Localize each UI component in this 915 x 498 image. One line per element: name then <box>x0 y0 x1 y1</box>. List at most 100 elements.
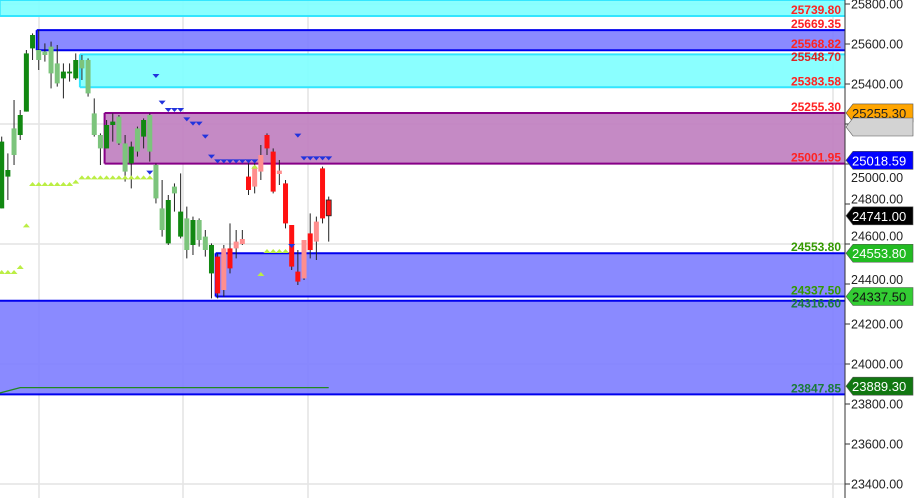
candle-body <box>141 120 147 137</box>
level-label: 23847.85 <box>791 381 841 395</box>
candle-body <box>165 200 171 244</box>
signal-markers <box>0 74 333 276</box>
candle-body <box>128 146 134 164</box>
candle-body <box>184 218 190 250</box>
candle-body <box>190 220 196 245</box>
candle-body <box>54 63 60 84</box>
candle-body <box>48 46 54 74</box>
candle-body <box>30 35 36 49</box>
candle-body <box>307 233 313 250</box>
zone-1 <box>36 30 846 51</box>
buy-arrow-icon <box>10 270 18 274</box>
level-label: 25739.80 <box>791 3 841 17</box>
level-label: 25383.58 <box>791 74 841 88</box>
trend-line <box>0 386 329 394</box>
candle-body <box>147 115 153 152</box>
sell-arrow-icon <box>195 121 203 126</box>
buy-arrow-icon <box>140 175 148 180</box>
zones <box>0 0 846 396</box>
price-tag <box>845 150 914 170</box>
sell-arrow-icon <box>164 108 172 112</box>
candle-body <box>313 221 319 242</box>
axis-tick-label: 23800.00 <box>851 398 903 412</box>
candle-body <box>233 241 239 249</box>
buy-arrow-icon <box>127 175 135 180</box>
level-label: 25568.82 <box>791 37 841 51</box>
price-tags: 25255.30 25018.59 24741.00 24553.80 24337.50… <box>845 103 914 396</box>
price-tag-label: 23889.30 <box>852 379 906 394</box>
candle-body <box>215 256 221 294</box>
sell-arrow-icon <box>152 74 160 78</box>
sell-arrow-icon <box>170 108 178 112</box>
axis-tick-label: 24200.00 <box>851 318 903 332</box>
sell-arrow-icon <box>245 159 252 164</box>
candle-body <box>258 155 264 172</box>
candle-body <box>17 115 23 135</box>
buy-arrow-icon <box>263 249 271 253</box>
candle-body <box>73 60 79 79</box>
candle-body <box>0 141 5 209</box>
buy-arrow-icon <box>133 175 141 180</box>
candle-body <box>270 151 276 192</box>
buy-arrow-icon <box>84 175 92 180</box>
price-tag-label: 25018.59 <box>852 153 906 168</box>
candle-body <box>23 53 29 112</box>
buy-arrow-icon <box>66 182 74 186</box>
buy-arrow-icon <box>22 223 30 228</box>
axis-tick-label: 25800.00 <box>851 0 903 12</box>
candle-body <box>202 236 208 250</box>
candle-body <box>97 135 103 149</box>
zone-2 <box>79 54 845 88</box>
candle-body <box>159 208 165 230</box>
axis-tick-label: 23600.00 <box>851 438 903 452</box>
buy-arrow-icon <box>275 249 283 253</box>
buy-arrow-icon <box>146 175 154 180</box>
candle-body <box>325 199 332 217</box>
sell-arrow-icon <box>288 244 296 248</box>
buy-arrow-icon <box>257 272 265 276</box>
sell-arrow-icon <box>325 156 333 161</box>
buy-arrow-icon <box>282 249 290 253</box>
sell-arrow-icon <box>177 108 185 112</box>
buy-arrow-icon <box>121 175 129 180</box>
candle-body <box>295 271 301 282</box>
sell-arrow-icon <box>238 159 246 164</box>
trend-line-path <box>0 386 329 394</box>
sell-arrow-icon <box>226 159 234 164</box>
buy-arrow-icon <box>72 179 80 184</box>
candle-body <box>153 165 159 199</box>
price-tag <box>845 243 914 263</box>
price-tag <box>845 376 914 396</box>
sell-arrow-icon <box>300 156 308 161</box>
candle-body <box>122 143 128 172</box>
candle-body <box>221 248 227 290</box>
level-label: 25669.35 <box>791 17 841 31</box>
candle-body <box>264 135 270 149</box>
buy-arrow-icon <box>59 182 67 186</box>
buy-arrow-icon <box>41 182 49 186</box>
candles <box>0 30 332 299</box>
buy-arrow-icon <box>90 175 98 180</box>
axis-tick-label: 25400.00 <box>851 78 903 92</box>
zone-5 <box>0 300 845 395</box>
buy-arrow-icon <box>16 265 24 269</box>
buy-arrow-icon <box>269 249 277 253</box>
axis-tick-label: 24400.00 <box>851 273 903 287</box>
candle-body <box>85 60 91 94</box>
price-tag <box>845 206 914 226</box>
price-tag-label: 24337.50 <box>852 290 906 305</box>
candle-body <box>36 50 42 60</box>
candle-body <box>104 125 110 149</box>
candle-body <box>196 220 202 240</box>
sell-arrow-icon <box>189 121 197 126</box>
buy-arrow-icon <box>29 182 37 186</box>
buy-arrow-icon <box>78 175 86 180</box>
price-tag-label: 24741.00 <box>852 209 906 224</box>
sell-arrow-icon <box>306 156 314 161</box>
candle-body <box>208 245 214 274</box>
candle-body <box>239 239 245 244</box>
axis-tick-label: 24800.00 <box>851 192 903 206</box>
candle-body <box>11 128 17 155</box>
sell-arrow-icon <box>251 159 259 164</box>
